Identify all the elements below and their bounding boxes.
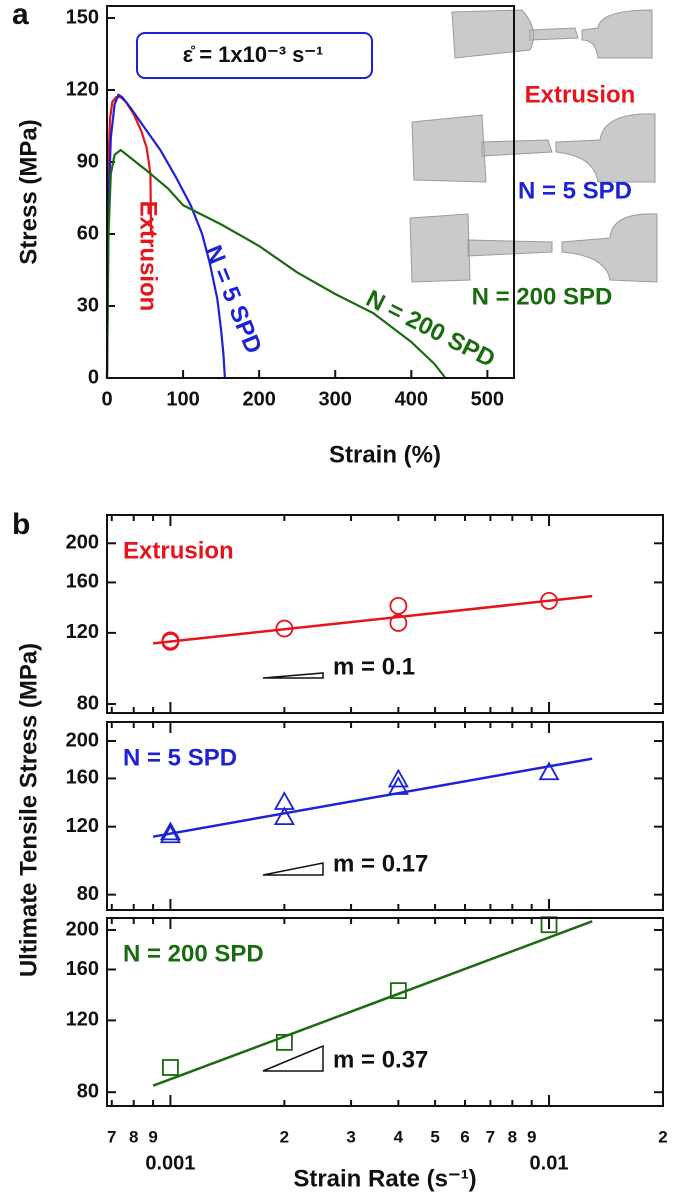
x-tick-label: 300 [319, 388, 352, 410]
x-tick-label: 5 [430, 1127, 439, 1146]
x-axis-label: Strain (%) [329, 441, 441, 468]
y-tick-label: 150 [66, 6, 99, 28]
y-tick-label: 30 [77, 294, 99, 316]
stress-strain-curve [105, 148, 447, 379]
specimen-n200-right [561, 213, 658, 283]
data-point [538, 761, 560, 781]
data-point [161, 632, 180, 651]
data-point [389, 596, 408, 615]
y-tick-label: 0 [88, 366, 99, 388]
data-point [162, 1059, 179, 1076]
data-point [159, 821, 181, 841]
y-tick-label: 80 [77, 883, 99, 905]
specimen-photos [409, 9, 658, 283]
x-tick-label: 400 [395, 388, 428, 410]
plot-frame [106, 917, 664, 1107]
data-point [275, 619, 294, 638]
x-tick-label: 9 [527, 1127, 536, 1146]
y-tick-label: 120 [66, 78, 99, 100]
series-label: Extrusion [123, 537, 234, 564]
slope-triangle [262, 862, 324, 876]
x-tick-label: 2 [280, 1127, 289, 1146]
specimen-n5-left [411, 114, 553, 183]
inset-label: N = 200 SPD [472, 283, 613, 310]
y-tick-label: 120 [66, 621, 99, 643]
y-tick-label: 160 [66, 571, 99, 593]
specimen-n200-left [409, 213, 553, 283]
slope-triangle [262, 1044, 324, 1072]
fit-line [152, 594, 593, 645]
x-tick-label: 3 [346, 1127, 355, 1146]
fit-line [152, 920, 593, 1087]
y-tick-label: 160 [66, 958, 99, 980]
annotation-box [136, 32, 373, 79]
series-label: N = 5 SPD [123, 744, 237, 771]
y-tick-label: 200 [66, 729, 99, 751]
y-tick-label: 80 [77, 1080, 99, 1102]
panel-label: a [12, 0, 29, 31]
panel-label: b [12, 508, 30, 541]
x-tick-label: 0.01 [530, 1152, 569, 1174]
curve-label: N = 5 SPD [199, 242, 267, 358]
data-point [389, 982, 407, 1000]
slope-label: m = 0.17 [333, 850, 428, 877]
x-tick-label: 100 [166, 388, 199, 410]
series-label: N = 200 SPD [123, 940, 264, 967]
data-point [389, 614, 408, 632]
y-tick-label: 90 [77, 150, 99, 172]
x-tick-label: 8 [508, 1127, 517, 1146]
curve-label: Extrusion [135, 201, 162, 312]
data-point [540, 592, 558, 610]
x-tick-label: 0 [101, 388, 112, 410]
y-tick-label: 120 [66, 1009, 99, 1031]
plot-frame [106, 5, 515, 379]
data-point [159, 824, 181, 844]
x-tick-label: 200 [242, 388, 275, 410]
data-point [387, 768, 409, 788]
data-point [275, 1033, 293, 1051]
slope-triangle [262, 672, 324, 679]
stress-strain-curve [105, 93, 226, 379]
y-tick-label: 80 [77, 692, 99, 714]
y-tick-label: 120 [66, 815, 99, 837]
data-point [387, 776, 409, 795]
y-axis-label: Stress (MPa) [15, 119, 42, 264]
x-tick-label: 4 [394, 1127, 404, 1146]
y-tick-label: 200 [66, 532, 99, 554]
inset-label: N = 5 SPD [518, 177, 632, 204]
data-point [273, 806, 295, 826]
x-tick-label: 7 [486, 1127, 495, 1146]
slope-label: m = 0.37 [333, 1046, 428, 1073]
fit-line [152, 757, 593, 838]
y-tick-label: 160 [66, 767, 99, 789]
x-tick-label: 2 [658, 1127, 667, 1146]
specimen-extrusion-right [581, 9, 653, 59]
specimen-n5-right [555, 113, 656, 183]
x-tick-label: 9 [148, 1127, 157, 1146]
x-axis-label: Strain Rate (s⁻¹) [293, 1165, 476, 1192]
y-tick-label: 200 [66, 918, 99, 940]
y-tick-label: 60 [77, 222, 99, 244]
y-axis-label: Ultimate Tensile Stress (MPa) [15, 643, 42, 977]
plot-frame [106, 514, 664, 714]
x-tick-label: 8 [129, 1127, 138, 1146]
x-tick-label: 6 [460, 1127, 469, 1146]
inset-label: Extrusion [525, 81, 636, 108]
slope-label: m = 0.1 [333, 653, 415, 680]
plot-frame [106, 721, 664, 911]
x-tick-label: 500 [471, 388, 504, 410]
x-tick-label: 0.001 [145, 1152, 195, 1174]
x-tick-label: 7 [107, 1127, 116, 1146]
annotation: ε̊ = 1x10⁻³ s⁻¹ [183, 42, 324, 67]
